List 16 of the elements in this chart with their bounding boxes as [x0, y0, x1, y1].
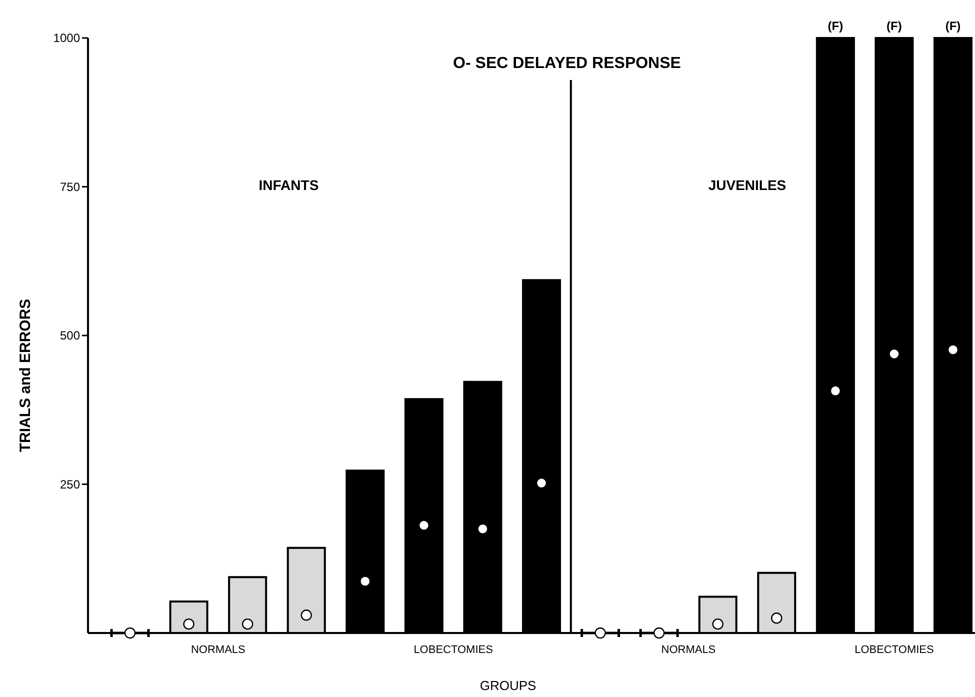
y-axis-title: TRIALS and ERRORS [17, 298, 34, 452]
y-tick-label: 500 [60, 328, 80, 343]
annotation: JUVENILES [708, 177, 786, 193]
data-label: (F) [886, 19, 902, 33]
text: NORMALS [661, 644, 716, 656]
data-label: (F) [945, 19, 961, 33]
text: O- SEC DELAYED RESPONSE [453, 55, 682, 72]
x-axis-title: GROUPS [480, 678, 536, 693]
text: LOBECTOMIES [854, 644, 934, 656]
y-tick-label: 250 [60, 477, 80, 492]
text: LOBECTOMIES [414, 644, 493, 656]
text: NORMALS [190, 644, 246, 656]
annotation: INFANTS [258, 177, 319, 193]
y-tick-label: 1000 [53, 31, 80, 46]
data-label: (F) [828, 19, 844, 33]
y-tick-label: 750 [60, 180, 80, 194]
